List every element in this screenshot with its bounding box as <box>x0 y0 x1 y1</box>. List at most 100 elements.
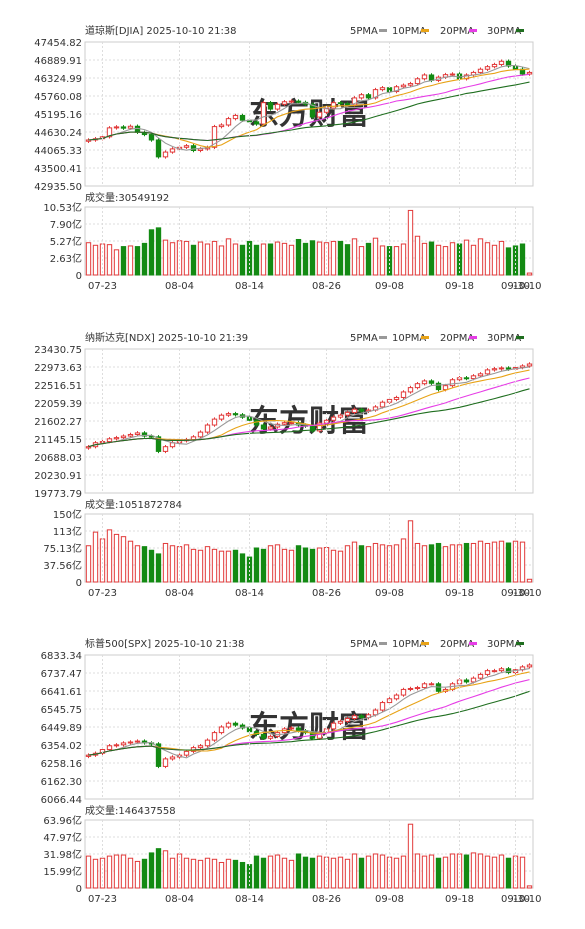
candle-body <box>106 438 113 443</box>
candle-body <box>281 101 288 105</box>
volume-bar <box>428 241 435 276</box>
volume-bar <box>211 858 218 889</box>
legend-label: 5PMA <box>350 639 378 650</box>
candle-body <box>281 422 288 425</box>
candle-body <box>491 368 498 371</box>
volume-bar <box>113 854 120 889</box>
volume-bar <box>309 240 316 276</box>
volume-bar <box>148 549 155 583</box>
volume-bar <box>183 857 190 889</box>
candle-body <box>407 687 414 690</box>
volume-tick-label: 75.13亿 <box>43 542 82 555</box>
date-tick-label: 10-10 <box>512 281 541 292</box>
volume-bar <box>316 241 323 276</box>
volume-bar <box>400 538 407 583</box>
volume-bar <box>414 542 421 583</box>
candle-body <box>239 114 246 121</box>
ma30-line <box>88 690 530 756</box>
candle-body <box>379 702 386 711</box>
volume-bar <box>449 544 456 583</box>
candle-body <box>414 78 421 85</box>
date-tick-label: 09-08 <box>375 281 404 292</box>
price-tick-label: 6833.34 <box>41 651 82 662</box>
volume-bar <box>106 529 113 583</box>
volume-bar <box>351 541 358 583</box>
candle-body <box>274 103 281 110</box>
volume-bar <box>379 854 386 889</box>
volume-bar <box>449 853 456 889</box>
ma30-line <box>88 81 530 142</box>
volume-bar <box>526 885 533 889</box>
candle-body <box>337 414 344 418</box>
volume-bar <box>204 546 211 583</box>
volume-bar <box>197 549 204 583</box>
volume-tick-label: 5.27亿 <box>50 235 82 248</box>
date-tick-label: 09-30 <box>501 588 530 599</box>
volume-bar <box>519 243 526 276</box>
candle-body <box>414 687 421 690</box>
price-tick-label: 20230.91 <box>34 471 82 482</box>
legend-swatch <box>379 29 387 32</box>
volume-bar <box>323 547 330 583</box>
volume-bar <box>365 546 372 583</box>
candle-body <box>330 102 337 109</box>
volume-bar <box>155 227 162 276</box>
candle-body <box>484 66 491 70</box>
candle-body <box>449 73 456 76</box>
volume-bar <box>127 245 134 276</box>
candle-body <box>113 126 120 129</box>
candle-body <box>218 414 225 420</box>
volume-bar <box>239 244 246 276</box>
legend-label: 5PMA <box>350 26 378 37</box>
candle-body <box>288 727 295 730</box>
price-tick-label: 45195.16 <box>34 110 82 121</box>
volume-bar <box>421 545 428 583</box>
candle-body <box>442 385 449 391</box>
candle-body <box>204 424 211 433</box>
candle-body <box>393 396 400 400</box>
date-tick-label: 09-18 <box>445 588 474 599</box>
price-tick-label: 45760.08 <box>34 92 82 103</box>
candle-body <box>155 436 162 452</box>
volume-bar <box>435 244 442 276</box>
price-tick-label: 22516.51 <box>34 381 82 392</box>
volume-bar <box>281 548 288 583</box>
candle-body <box>211 418 218 426</box>
volume-bar <box>239 861 246 889</box>
volume-bar <box>442 246 449 276</box>
candle-body <box>127 741 134 744</box>
price-tick-label: 6737.47 <box>41 669 82 680</box>
legend-label: 5PMA <box>350 333 378 344</box>
candle-body <box>260 733 267 739</box>
volume-bar <box>204 857 211 889</box>
candle-body <box>428 683 435 686</box>
price-tick-label: 6545.75 <box>41 705 82 716</box>
volume-tick-label: 150亿 <box>53 508 82 521</box>
volume-bar <box>232 859 239 889</box>
candle-body <box>316 111 323 118</box>
legend-label: 30PMA <box>487 26 521 37</box>
volume-bar <box>484 855 491 889</box>
volume-bar <box>449 242 456 276</box>
legend-label: 10PMA <box>392 333 426 344</box>
date-tick-label: 08-04 <box>165 588 194 599</box>
volume-bar <box>295 238 302 276</box>
volume-bar <box>253 547 260 583</box>
date-tick-label: 09-08 <box>375 894 404 905</box>
candle-body <box>484 670 491 675</box>
candle-body <box>295 100 302 103</box>
volume-bar <box>148 852 155 889</box>
volume-bar <box>225 858 232 889</box>
volume-bar <box>190 548 197 583</box>
ma10-line <box>88 369 530 448</box>
candle-body <box>141 432 148 437</box>
price-tick-label: 22059.39 <box>34 399 82 410</box>
volume-tick-label: 0 <box>76 578 82 589</box>
price-tick-label: 6066.44 <box>41 795 82 806</box>
candle-body <box>337 720 344 724</box>
price-tick-label: 6449.89 <box>41 723 82 734</box>
volume-bar <box>281 242 288 276</box>
volume-bar <box>330 549 337 583</box>
candle-body <box>162 758 169 767</box>
